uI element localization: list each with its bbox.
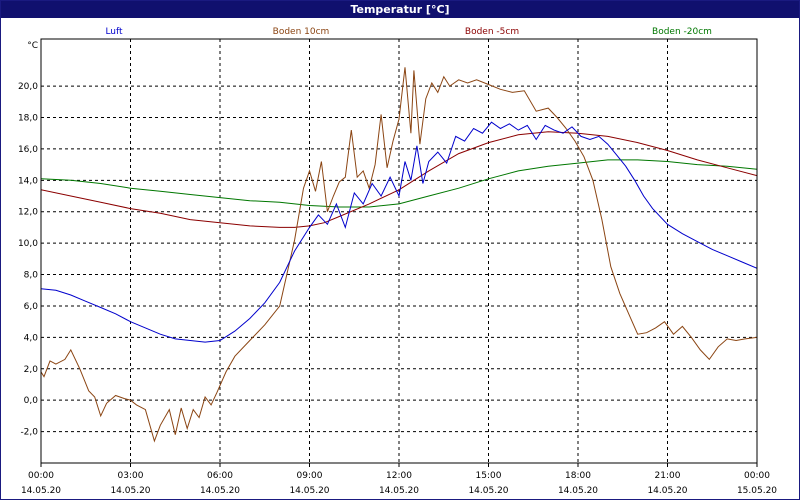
legend-entry-boden-20cm: Boden -20cm [652, 27, 712, 37]
axes: -2,0 0,0 2,0 4,0 6,0 8,0 10,0 12,0 14,0 16,0 18,0 2… [18, 38, 777, 496]
x-tick-date-label: 14.05.20 [647, 486, 687, 496]
grid [41, 39, 757, 463]
series-line-boden-10cm [41, 67, 757, 443]
x-tick-date-label: 15.05.20 [737, 486, 777, 496]
legend-entry-luft: Luft [105, 27, 123, 37]
y-tick-label: 16,0 [18, 145, 38, 155]
y-tick-label: -2,0 [20, 428, 38, 438]
series-line-boden-5cm [41, 131, 757, 228]
y-tick-label: 18,0 [18, 114, 38, 124]
y-tick-label: 4,0 [24, 333, 39, 343]
x-tick-date-label: 14.05.20 [200, 486, 240, 496]
legend-entry-boden-5cm: Boden -5cm [465, 27, 519, 37]
x-tick-date-label: 14.05.20 [379, 486, 419, 496]
y-tick-label: 2,0 [24, 365, 39, 375]
window-title: Temperatur [°C] [1, 1, 799, 18]
y-tick-label: 6,0 [24, 302, 39, 312]
series-line-boden-20cm [41, 159, 757, 208]
series-line-luft [41, 121, 757, 343]
x-tick-date-label: 14.05.20 [21, 486, 61, 496]
x-tick-time-label: 03:00 [118, 471, 144, 481]
y-tick-label: 14,0 [18, 176, 38, 186]
x-tick-time-label: 15:00 [476, 471, 502, 481]
x-tick-date-label: 14.05.20 [468, 486, 508, 496]
y-axis-unit-label: °C [27, 41, 38, 51]
legend-entry-boden-10cm: Boden 10cm [273, 27, 330, 37]
x-tick-time-label: 09:00 [297, 471, 323, 481]
y-tick-label: 20,0 [18, 82, 38, 92]
x-tick-time-label: 12:00 [386, 471, 412, 481]
x-tick-time-label: 00:00 [28, 471, 54, 481]
x-tick-time-label: 06:00 [207, 471, 233, 481]
x-tick-time-label: 21:00 [655, 471, 681, 481]
y-tick-label: 0,0 [24, 396, 39, 406]
y-tick-label: 8,0 [24, 271, 39, 281]
x-tick-date-label: 14.05.20 [289, 486, 329, 496]
x-tick-time-label: 00:00 [744, 471, 770, 481]
series-layer [41, 67, 757, 443]
x-tick-time-label: 18:00 [565, 471, 591, 481]
y-tick-label: 12,0 [18, 208, 38, 218]
x-tick-date-label: 14.05.20 [110, 486, 150, 496]
x-tick-date-label: 14.05.20 [558, 486, 598, 496]
legend: Luft Boden 10cm Boden -5cm Boden -20cm [105, 27, 712, 37]
y-tick-label: 10,0 [18, 239, 38, 249]
